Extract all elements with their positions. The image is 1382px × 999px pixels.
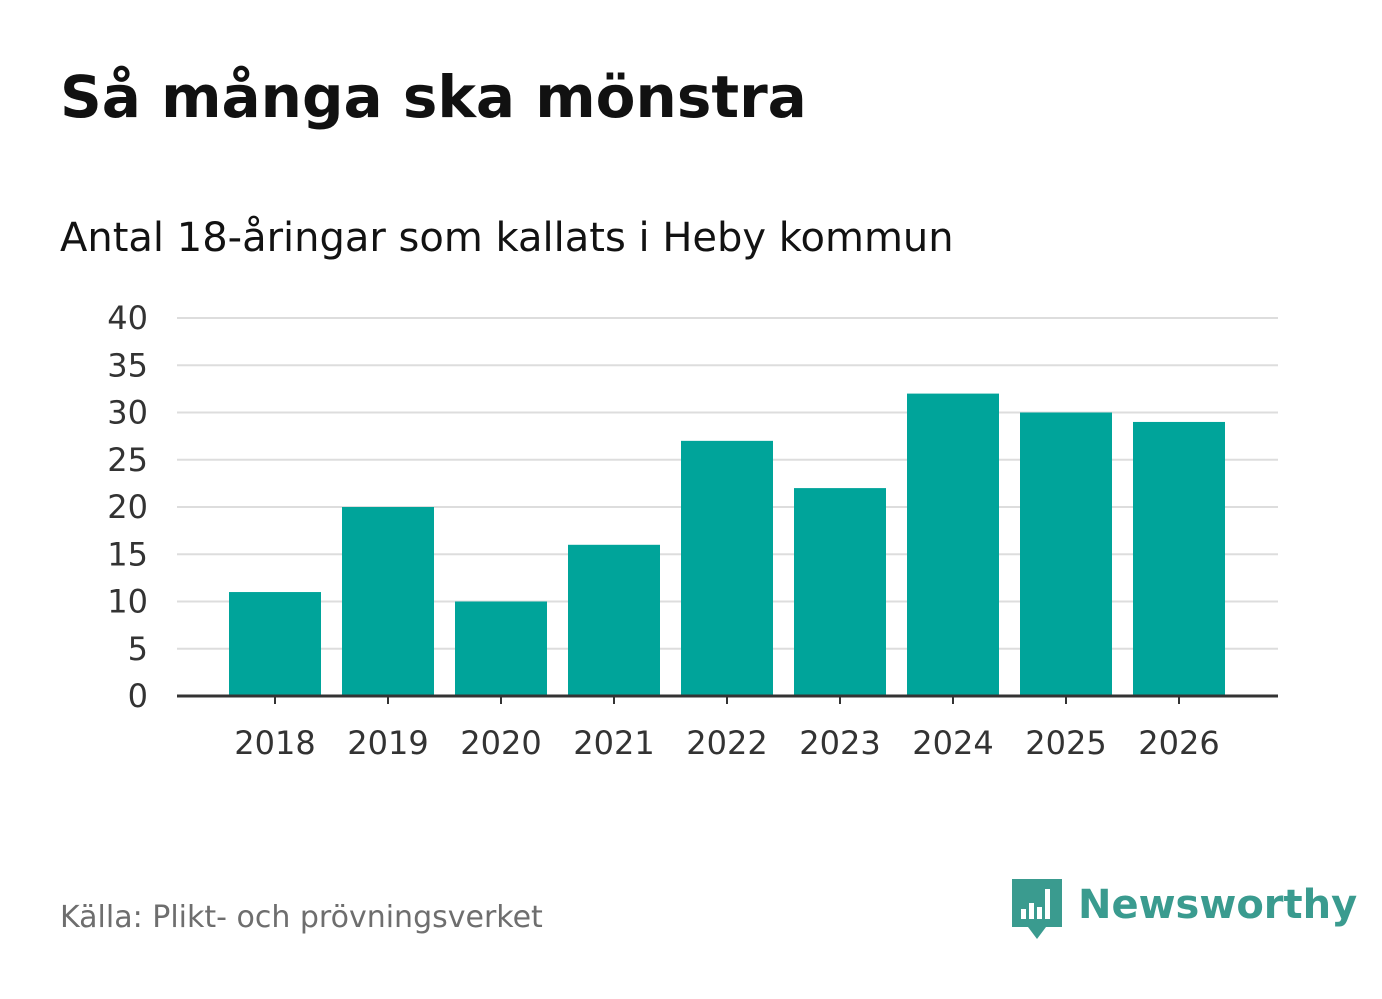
- x-tick-label-2018: 2018: [234, 724, 315, 762]
- bar-2026: [1133, 421, 1225, 696]
- x-tick-label-2022: 2022: [686, 724, 767, 762]
- bar-2020: [455, 601, 547, 696]
- y-tick-label-25: 25: [107, 441, 148, 479]
- bars: [229, 393, 1225, 696]
- y-tick-label-40: 40: [107, 299, 148, 337]
- x-tick-label-2026: 2026: [1138, 724, 1219, 762]
- bar-2025: [1020, 412, 1112, 696]
- x-axis-ticks: [274, 696, 1180, 704]
- bar-2023: [794, 488, 886, 696]
- x-tick-label-2023: 2023: [799, 724, 880, 762]
- x-tick-label-2019: 2019: [347, 724, 428, 762]
- chart-subtitle: Antal 18-åringar som kallats i Heby komm…: [60, 215, 954, 261]
- bar-2019: [342, 507, 434, 696]
- y-tick-label-30: 30: [107, 394, 148, 432]
- x-tick-label-2020: 2020: [460, 724, 541, 762]
- bar-2022: [681, 440, 773, 696]
- bar-2024: [907, 393, 999, 696]
- newsworthy-logo-icon: [1012, 879, 1062, 939]
- newsworthy-logo: Newsworthy: [1012, 878, 1357, 942]
- y-tick-label-20: 20: [107, 488, 148, 526]
- x-axis-tick-labels: 2018 2019 2020 2021 2022 2023 2024 2025 2026: [234, 724, 1219, 762]
- bar-2021: [568, 544, 660, 696]
- chart-title: Så många ska mönstra: [60, 63, 807, 131]
- newsworthy-logo-text: Newsworthy: [1078, 882, 1358, 928]
- bar-2018: [229, 592, 321, 696]
- y-tick-label-5: 5: [128, 630, 148, 668]
- y-tick-label-15: 15: [107, 535, 148, 573]
- y-axis-tick-labels: 0 5 10 15 20 25 30 35 40: [107, 299, 148, 715]
- y-tick-label-10: 10: [107, 583, 148, 621]
- x-tick-label-2024: 2024: [912, 724, 993, 762]
- x-tick-label-2021: 2021: [573, 724, 654, 762]
- y-tick-label-35: 35: [107, 346, 148, 384]
- y-tick-label-0: 0: [128, 677, 148, 715]
- source-note: Källa: Plikt- och prövningsverket: [60, 900, 543, 935]
- x-tick-label-2025: 2025: [1025, 724, 1106, 762]
